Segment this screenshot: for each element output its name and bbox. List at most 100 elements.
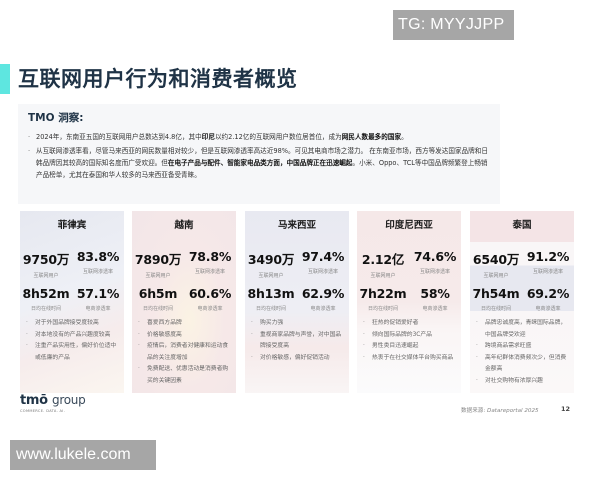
- bullet-item: 高年纪群体消费频次少，但消费金额高: [476, 353, 570, 376]
- page-title: 互联网用户行为和消费者概览: [18, 67, 298, 91]
- stat-value: 3490万: [247, 252, 295, 267]
- logo-tagline: COMMERCE. DATA. AI.: [20, 409, 66, 413]
- bullet-item: 对于外国品牌接受度较高: [26, 318, 120, 330]
- page-number: 12: [561, 405, 571, 413]
- stat-label: 互联网用户: [370, 273, 396, 279]
- insight-bullet-1: 2024年，东南亚五国的互联网用户总数达到4.8亿，其中印尼以约2.12亿的互联…: [28, 131, 490, 143]
- stat-value: 60.6%: [188, 286, 232, 301]
- country-card-philippines: 菲律宾 9750万 互联网用户 83.8% 互联网渗透率 8h52m 日均在线时…: [20, 211, 124, 393]
- stat-internet-penetration: 74.6% 互联网渗透率: [409, 249, 461, 275]
- country-bullets: 狂热的促销爱好者 倾向国际品牌的3C产品 男性类目迅速崛起 热衷于在社交媒体平台…: [363, 318, 457, 364]
- stat-label: 电商渗透率: [535, 306, 561, 312]
- stat-label: 互联网用户: [145, 273, 171, 279]
- stat-daily-online-time: 8h52m 日均在线时间: [20, 286, 72, 312]
- insight-text: 。: [401, 133, 408, 141]
- bullet-item: 倾向国际品牌的3C产品: [363, 330, 457, 342]
- tmo-group-logo: tmō group COMMERCE. DATA. AI.: [20, 393, 86, 413]
- stat-value: 58%: [420, 286, 450, 301]
- country-card-indonesia: 印度尼西亚 2.12亿 互联网用户 74.6% 互联网渗透率 7h22m 日均在…: [357, 211, 461, 393]
- insight-box: TMO 洞察: 2024年，东南亚五国的互联网用户总数达到4.8亿，其中印尼以约…: [18, 104, 500, 204]
- stat-label: 日均在线时间: [255, 306, 286, 312]
- stat-ecommerce-penetration: 69.2% 电商渗透率: [522, 286, 574, 312]
- stat-label: 互联网用户: [258, 273, 284, 279]
- country-name: 马来西亚: [277, 220, 316, 231]
- country-card-thailand: 泰国 6540万 互联网用户 91.2% 互联网渗透率 7h54m 日均在线时间…: [470, 211, 574, 393]
- stat-ecommerce-penetration: 60.6% 电商渗透率: [184, 286, 236, 312]
- stat-value: 74.6%: [413, 249, 457, 264]
- bullet-item: 购买力强: [251, 318, 345, 330]
- stat-label: 互联网渗透率: [307, 269, 338, 275]
- stat-label: 日均在线时间: [30, 306, 61, 312]
- stat-value: 83.8%: [76, 249, 120, 264]
- bullet-item: 价格敏感度高: [138, 330, 232, 342]
- stat-internet-users: 7890万 互联网用户: [132, 249, 184, 279]
- bullet-item: 品牌忠诚度高，青睐国际品牌，中国品牌受欢迎: [476, 318, 570, 341]
- stat-ecommerce-penetration: 58% 电商渗透率: [409, 286, 461, 312]
- title-accent-bar: [0, 64, 10, 94]
- insight-highlight: 在电子产品与配件、智能家电品类方面，中国品牌正在迅速崛起: [167, 159, 353, 167]
- stat-value: 2.12亿: [361, 252, 405, 267]
- stat-label: 互联网用户: [33, 273, 59, 279]
- logo-mark: tmō group: [20, 393, 86, 408]
- stat-daily-online-time: 7h22m 日均在线时间: [357, 286, 409, 312]
- stat-value: 7h22m: [359, 286, 407, 301]
- source-name: Datareportal 2025: [487, 408, 539, 414]
- stat-label: 互联网渗透率: [532, 269, 563, 275]
- data-source: 数据来源: Datareportal 2025: [461, 406, 539, 414]
- insight-text: 以约2.12亿的互联网用户数位居首位，成为: [214, 133, 342, 141]
- bullet-item: 重视商家品牌与声誉，对中国品牌接受度高: [251, 330, 345, 353]
- bullet-item: 喜爱西方品牌: [138, 318, 232, 330]
- stat-daily-online-time: 8h13m 日均在线时间: [245, 286, 297, 312]
- stat-label: 互联网渗透率: [82, 269, 113, 275]
- stat-internet-penetration: 91.2% 互联网渗透率: [522, 249, 574, 275]
- stat-value: 6h5m: [138, 286, 178, 301]
- insight-text: 。小米、Oppo、TCL等中国品牌频繁登上畅销产品榜单，尤其在泰国和华人较多的马…: [36, 159, 488, 179]
- stat-value: 91.2%: [526, 249, 570, 264]
- stat-label: 互联网渗透率: [419, 269, 450, 275]
- country-bullets: 对于外国品牌接受度较高 对本地没有的产品兴趣度较高 注重产品实用性，偏好价位适中…: [26, 318, 120, 364]
- stat-ecommerce-penetration: 62.9% 电商渗透率: [297, 286, 349, 312]
- stat-value: 62.9%: [301, 286, 345, 301]
- stat-ecommerce-penetration: 57.1% 电商渗透率: [72, 286, 124, 312]
- stat-value: 7h54m: [472, 286, 520, 301]
- stat-label: 电商渗透率: [310, 306, 336, 312]
- bullet-item: 对本地没有的产品兴趣度较高: [26, 330, 120, 342]
- country-bullets: 品牌忠诚度高，青睐国际品牌，中国品牌受欢迎 跨境商品需求旺盛 高年纪群体消费频次…: [476, 318, 570, 388]
- bullet-item: 对价格敏感，偏好促销活动: [251, 353, 345, 365]
- logo-sub: group: [52, 393, 86, 407]
- stat-value: 69.2%: [526, 286, 570, 301]
- country-card-malaysia: 马来西亚 3490万 互联网用户 97.4% 互联网渗透率 8h13m 日均在线…: [245, 211, 349, 393]
- stat-label: 互联网用户: [483, 273, 509, 279]
- country-cards: 菲律宾 9750万 互联网用户 83.8% 互联网渗透率 8h52m 日均在线时…: [20, 211, 576, 393]
- stat-value: 97.4%: [301, 249, 345, 264]
- stat-value: 8h52m: [22, 286, 70, 301]
- watermark-tg: TG: MYYJJPP: [393, 10, 514, 40]
- stat-internet-penetration: 78.8% 互联网渗透率: [184, 249, 236, 275]
- bullet-item: 热衷于在社交媒体平台购买商品: [363, 353, 457, 365]
- bullet-item: 男性类目迅速崛起: [363, 341, 457, 353]
- insight-title: TMO 洞察:: [28, 112, 84, 124]
- bullet-item: 狂热的促销爱好者: [363, 318, 457, 330]
- stat-internet-users: 9750万 互联网用户: [20, 249, 72, 279]
- stat-value: 7890万: [134, 252, 182, 267]
- stat-value: 57.1%: [76, 286, 120, 301]
- country-card-vietnam: 越南 7890万 互联网用户 78.8% 互联网渗透率 6h5m 日均在线时间 …: [132, 211, 236, 393]
- insight-text: 从互联网渗透率看，尽管马来西亚的网民数量相对较少，但是互联网渗透率高达近98%。…: [36, 147, 488, 167]
- stat-label: 电商渗透率: [85, 306, 111, 312]
- bullet-item: 对社交购物有浓厚兴趣: [476, 376, 570, 388]
- country-bullets: 喜爱西方品牌 价格敏感度高 疫情后，消费者对健康和运动食品的关注度增加 免费配送…: [138, 318, 232, 388]
- country-name: 印度尼西亚: [385, 220, 433, 231]
- stat-label: 日均在线时间: [142, 306, 173, 312]
- bullet-item: 跨境商品需求旺盛: [476, 341, 570, 353]
- country-name: 菲律宾: [57, 220, 87, 231]
- insight-highlight: 印尼: [201, 133, 215, 141]
- stat-label: 日均在线时间: [367, 306, 398, 312]
- stat-label: 电商渗透率: [197, 306, 223, 312]
- country-name: 越南: [174, 220, 194, 231]
- stat-value: 6540万: [472, 252, 520, 267]
- bullet-item: 注重产品实用性，偏好价位适中或低廉的产品: [26, 341, 120, 364]
- insight-list: 2024年，东南亚五国的互联网用户总数达到4.8亿，其中印尼以约2.12亿的互联…: [28, 131, 490, 181]
- stat-internet-penetration: 97.4% 互联网渗透率: [297, 249, 349, 275]
- source-label: 数据来源:: [461, 408, 488, 414]
- stat-label: 电商渗透率: [422, 306, 448, 312]
